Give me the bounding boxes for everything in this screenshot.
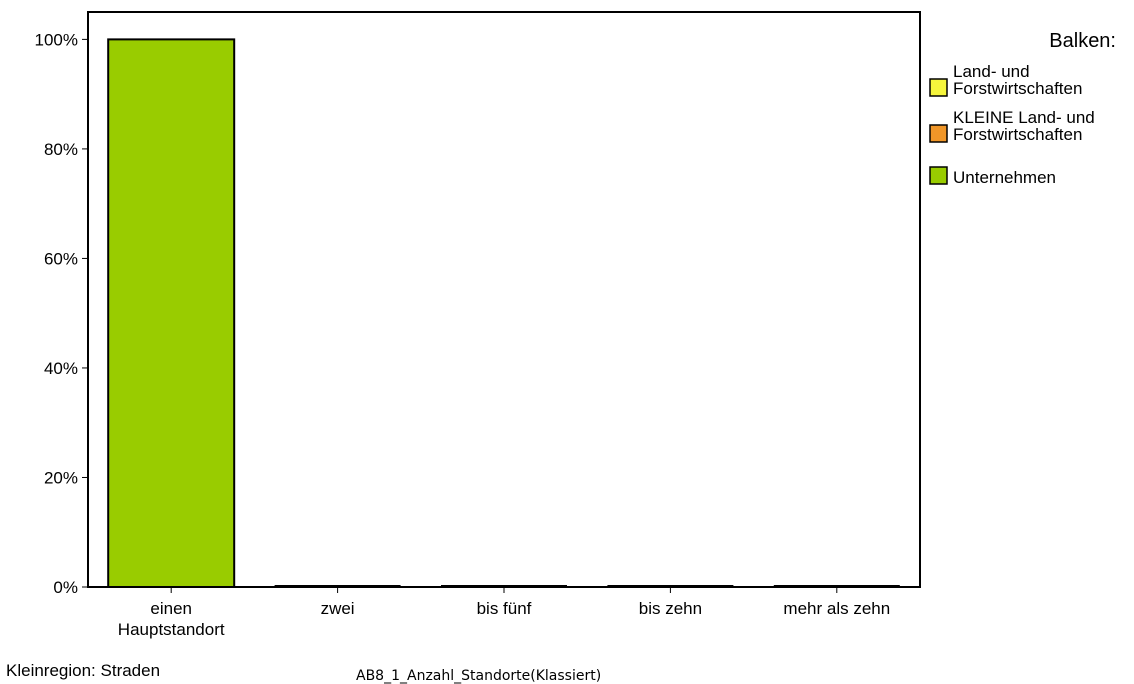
y-tick-label: 40% <box>44 359 78 378</box>
x-tick-label-line: bis fünf <box>477 599 532 618</box>
legend-swatch <box>929 124 948 143</box>
legend-label-line: KLEINE Land- und <box>953 108 1095 127</box>
x-tick-label-line: zwei <box>321 599 355 618</box>
legend-label: KLEINE Land- und Forstwirtschaften <box>953 108 1095 144</box>
legend-swatch <box>929 78 948 97</box>
x-axis-title: AB8_1_Anzahl_Standorte(Klassiert) <box>356 668 601 684</box>
y-axis: 0% 20% 40% 60% 80% 100% <box>35 30 88 597</box>
x-tick-label: bis fünf <box>477 599 532 618</box>
y-tick-label: 0% <box>53 578 78 597</box>
footer-region-label: Kleinregion: Straden <box>6 661 160 680</box>
x-tick-label-line: mehr als zehn <box>783 599 890 618</box>
x-tick-label: einen Hauptstandort <box>118 599 225 639</box>
legend: Balken: Land- und ForstwirtschaftenKLEINE… <box>929 30 1116 187</box>
y-tick-label: 20% <box>44 468 78 487</box>
legend-title: Balken: <box>1049 30 1116 52</box>
bars <box>107 38 900 588</box>
legend-label-line: Land- und <box>953 62 1030 81</box>
y-tick-label: 80% <box>44 140 78 159</box>
x-tick-label-line: bis zehn <box>639 599 702 618</box>
legend-label: Land- und Forstwirtschaften <box>953 62 1082 98</box>
legend-label-line: Forstwirtschaften <box>953 125 1082 144</box>
bar-empty-baseline <box>607 585 734 587</box>
legend-swatch <box>929 166 948 185</box>
x-tick-label: mehr als zehn <box>783 599 890 618</box>
bar-empty-baseline <box>773 585 900 587</box>
x-tick-label-line: einen <box>150 599 192 618</box>
bar-empty-baseline <box>274 585 401 587</box>
legend-label-line: Unternehmen <box>953 168 1056 187</box>
y-tick-label: 60% <box>44 249 78 268</box>
x-axis: einen Hauptstandort zwei bis fünf bis zehn me… <box>118 587 890 639</box>
y-tick-label: 100% <box>35 30 78 49</box>
bar-empty-baseline <box>441 585 567 587</box>
bar-unternehmen-0 <box>107 38 236 588</box>
legend-label: Unternehmen <box>953 168 1056 187</box>
legend-label-line: Forstwirtschaften <box>953 79 1082 98</box>
x-tick-label: zwei <box>321 599 355 618</box>
x-tick-label: bis zehn <box>639 599 702 618</box>
x-tick-label-line: Hauptstandort <box>118 620 225 639</box>
